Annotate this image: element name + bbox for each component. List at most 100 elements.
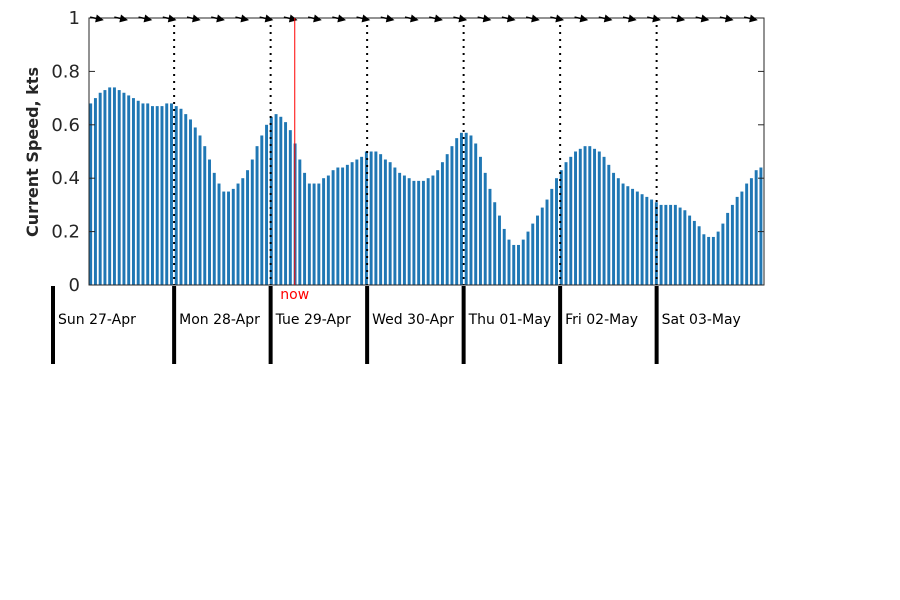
bar [127, 95, 131, 286]
bar [531, 223, 535, 285]
bar [303, 172, 307, 285]
bar [683, 210, 687, 285]
bar [645, 196, 649, 285]
bar [740, 191, 744, 285]
direction-arrow-icon [647, 14, 661, 23]
bar [597, 151, 601, 285]
bar [279, 116, 283, 285]
bar [341, 167, 345, 285]
bar [450, 146, 454, 285]
direction-arrow-icon [671, 14, 686, 23]
grid-layer [173, 18, 658, 285]
direction-arrow-icon [138, 14, 153, 23]
bar [498, 215, 501, 285]
bar [578, 148, 582, 285]
bar [673, 204, 677, 285]
bar [312, 183, 316, 285]
bar [108, 87, 112, 285]
bar [160, 106, 164, 285]
bar [307, 183, 311, 285]
direction-arrow-icon [332, 14, 347, 23]
bar [464, 132, 468, 285]
bar [179, 108, 183, 285]
direction-arrow-icon [259, 14, 274, 23]
bar [635, 191, 639, 285]
bar [745, 183, 749, 285]
direction-arrow-icon [162, 14, 177, 23]
bar [483, 172, 487, 285]
day-label: Mon 28-Apr [179, 312, 260, 328]
y-tick-label: 0.2 [51, 222, 80, 243]
bar [559, 170, 563, 285]
bar [612, 172, 616, 285]
bar [260, 135, 264, 285]
bar [621, 183, 625, 285]
bar [459, 132, 463, 285]
bar [288, 130, 292, 285]
bar [664, 204, 668, 285]
day-axis: Sun 27-Apr Mon 28-Apr Tue 29-Apr Wed 30-Apr… [51, 286, 741, 364]
bar [241, 178, 245, 285]
bar [236, 183, 240, 285]
bar [488, 188, 492, 285]
bar [146, 103, 150, 285]
bar [141, 103, 145, 285]
bar [265, 124, 269, 285]
bar [255, 146, 259, 285]
day-label: Fri 02-May [565, 312, 638, 328]
bar [478, 156, 482, 285]
bar [445, 154, 449, 285]
now-label: now [280, 287, 309, 303]
bar [692, 220, 696, 285]
bar [298, 159, 302, 285]
bar [669, 204, 673, 285]
bar [688, 215, 692, 285]
bar [555, 178, 558, 285]
bar [526, 231, 530, 285]
y-tick-label: 0.6 [51, 115, 80, 136]
bar [678, 207, 682, 285]
bar [545, 199, 549, 285]
bar [122, 92, 126, 285]
bar [711, 236, 715, 285]
bar [208, 159, 211, 285]
bar [212, 172, 216, 285]
bar [203, 146, 207, 285]
direction-arrow-icon [550, 14, 565, 23]
direction-arrow-icon [380, 14, 395, 23]
bar [702, 234, 706, 285]
bar [593, 148, 597, 285]
direction-arrow-icon [211, 14, 225, 23]
bar [431, 175, 435, 285]
bar [402, 175, 406, 285]
bar [350, 162, 354, 285]
bar [574, 151, 578, 285]
bar [440, 162, 444, 285]
bar [189, 119, 192, 286]
bar [388, 162, 392, 285]
bar [469, 135, 473, 285]
bar [626, 186, 630, 285]
bar [697, 226, 701, 285]
bar [759, 167, 763, 285]
now-marker: now [280, 18, 309, 303]
bar [355, 159, 359, 285]
bar [602, 156, 606, 285]
bar [246, 170, 250, 285]
bar [217, 183, 221, 285]
bar [721, 223, 725, 285]
bar [174, 106, 178, 285]
bar [345, 164, 349, 285]
y-tick-label: 0 [69, 275, 80, 296]
bar [326, 175, 330, 285]
bar [426, 178, 430, 285]
day-label: Sun 27-Apr [58, 312, 136, 328]
bar [274, 114, 278, 286]
bar [517, 244, 520, 285]
bar [103, 90, 107, 285]
day-label: Thu 01-May [468, 312, 552, 328]
bar [360, 156, 364, 285]
bar [112, 87, 116, 285]
bar [726, 212, 730, 285]
